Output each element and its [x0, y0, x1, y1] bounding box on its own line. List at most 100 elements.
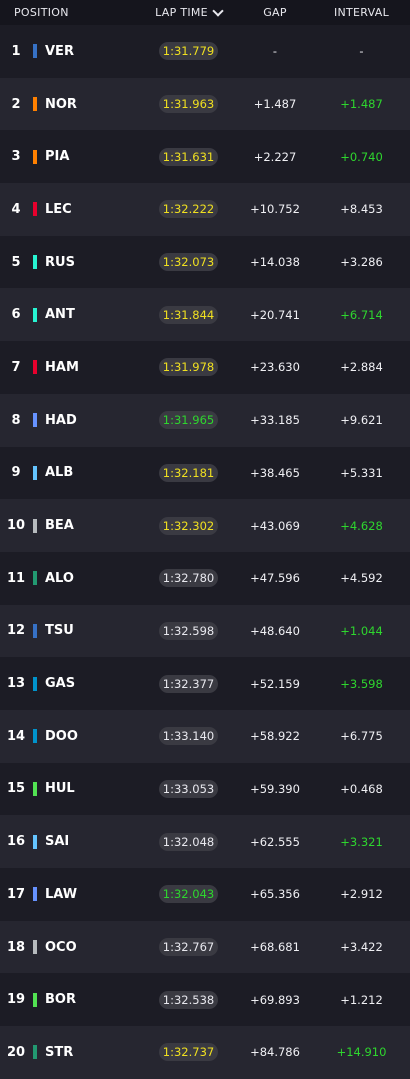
interval-value: -: [359, 44, 364, 59]
interval-value: +3.422: [340, 940, 383, 955]
table-row[interactable]: 9 ALB 1:32.181 +38.465 +5.331: [0, 446, 410, 500]
position-number: 5: [11, 254, 21, 270]
table-row[interactable]: 3 PIA 1:31.631 +2.227 +0.740: [0, 130, 410, 184]
position-number: 16: [6, 834, 26, 850]
table-row[interactable]: 4 LEC 1:32.222 +10.752 +8.453: [0, 183, 410, 236]
gap-value: +65.356: [250, 887, 300, 902]
gap-value: +59.390: [250, 781, 300, 796]
position-number: 3: [11, 149, 21, 165]
gap-value: +52.159: [250, 676, 300, 691]
position-number: 4: [11, 201, 21, 217]
lap-time-pill: 1:31.963: [158, 95, 219, 114]
team-color-bar: [33, 781, 37, 796]
interval-value: +4.628: [340, 518, 383, 533]
team-color-bar: [33, 518, 37, 533]
lap-time-pill: 1:32.377: [158, 674, 219, 693]
position-number: 18: [6, 939, 26, 955]
lap-time-pill: 1:33.140: [158, 727, 219, 746]
table-row[interactable]: 2 NOR 1:31.963 +1.487 +1.487: [0, 77, 410, 131]
table-row[interactable]: 20 STR 1:32.737 +84.786 +14.910: [0, 1026, 410, 1079]
gap-value: -: [272, 44, 278, 59]
table-row[interactable]: 18 OCO 1:32.767 +68.681 +3.422: [0, 920, 410, 974]
table-row[interactable]: 5 RUS 1:32.073 +14.038 +3.286: [0, 235, 410, 289]
lap-time-cell: 1:31.978: [140, 358, 237, 377]
team-color-bar: [33, 44, 37, 59]
driver-code: HUL: [45, 781, 75, 797]
gap-value: +33.185: [250, 413, 300, 428]
gap-value: +48.640: [250, 623, 300, 638]
lap-time-pill: 1:32.302: [158, 516, 219, 535]
lap-time-cell: 1:32.222: [140, 200, 237, 219]
lap-time-pill: 1:31.978: [158, 358, 219, 377]
lap-time-cell: 1:32.538: [140, 990, 237, 1009]
position-number: 2: [11, 96, 21, 112]
position-number: 11: [6, 570, 26, 586]
gap-value: +84.786: [250, 1045, 300, 1060]
table-row[interactable]: 6 ANT 1:31.844 +20.741 +6.714: [0, 288, 410, 342]
position-number: 15: [6, 781, 26, 797]
lap-time-column-header[interactable]: LAP TIME: [140, 4, 237, 19]
driver-code: BOR: [45, 992, 76, 1008]
lap-time-cell: 1:32.302: [140, 516, 237, 535]
standings-list: 1 VER 1:31.779 - - 2 NOR 1:31.963 +1.487 +1.487 3 P…: [0, 25, 410, 1079]
gap-value: +68.681: [250, 940, 300, 955]
interval-value: +5.331: [340, 465, 383, 480]
table-row[interactable]: 12 TSU 1:32.598 +48.640 +1.044: [0, 604, 410, 658]
table-row[interactable]: 8 HAD 1:31.965 +33.185 +9.621: [0, 393, 410, 447]
gap-value: +69.893: [250, 992, 300, 1007]
driver-code: DOO: [45, 728, 78, 744]
lap-time-pill: 1:32.181: [158, 463, 219, 482]
team-color-bar: [33, 360, 37, 375]
gap-value: +62.555: [250, 834, 300, 849]
interval-value: +1.487: [340, 97, 383, 112]
driver-code: GAS: [45, 676, 76, 692]
table-row[interactable]: 1 VER 1:31.779 - -: [0, 25, 410, 78]
lap-time-cell: 1:32.048: [140, 832, 237, 851]
position-number: 9: [11, 465, 21, 481]
lap-time-pill: 1:32.073: [158, 253, 219, 272]
table-row[interactable]: 13 GAS 1:32.377 +52.159 +3.598: [0, 657, 410, 710]
table-row[interactable]: 11 ALO 1:32.780 +47.596 +4.592: [0, 551, 410, 605]
gap-value: +10.752: [250, 202, 300, 217]
table-row[interactable]: 19 BOR 1:32.538 +69.893 +1.212: [0, 973, 410, 1027]
gap-column-header[interactable]: GAP: [263, 6, 287, 19]
position-number: 6: [11, 307, 21, 323]
interval-value: +2.884: [340, 360, 383, 375]
table-row[interactable]: 16 SAI 1:32.048 +62.555 +3.321: [0, 815, 410, 868]
lap-time-cell: 1:31.779: [140, 42, 237, 61]
driver-code: HAD: [45, 412, 77, 428]
position-number: 14: [6, 728, 26, 744]
interval-value: +6.775: [340, 729, 383, 744]
table-row[interactable]: 10 BEA 1:32.302 +43.069 +4.628: [0, 499, 410, 552]
interval-column-header[interactable]: INTERVAL: [333, 6, 390, 19]
table-row[interactable]: 15 HUL 1:33.053 +59.390 +0.468: [0, 762, 410, 816]
team-color-bar: [33, 202, 37, 217]
lap-time-pill: 1:32.222: [158, 200, 219, 219]
lap-time-pill: 1:31.844: [158, 305, 219, 324]
team-color-bar: [33, 149, 37, 164]
position-number: 19: [6, 992, 26, 1008]
lap-time-cell: 1:31.965: [140, 411, 237, 430]
position-column-header[interactable]: POSITION: [14, 6, 69, 19]
gap-value: +1.487: [253, 97, 297, 112]
table-row[interactable]: 7 HAM 1:31.978 +23.630 +2.884: [0, 341, 410, 394]
interval-value: +6.714: [340, 307, 383, 322]
table-row[interactable]: 17 LAW 1:32.043 +65.356 +2.912: [0, 868, 410, 921]
driver-code: ALB: [45, 465, 74, 481]
lap-time-cell: 1:33.053: [140, 779, 237, 798]
driver-code: TSU: [45, 623, 74, 639]
team-color-bar: [33, 307, 37, 322]
driver-code: BEA: [45, 518, 74, 534]
position-number: 1: [11, 43, 21, 59]
driver-code: LEC: [45, 201, 72, 217]
table-row[interactable]: 14 DOO 1:33.140 +58.922 +6.775: [0, 709, 410, 763]
lap-time-cell: 1:32.780: [140, 569, 237, 588]
driver-code: RUS: [45, 254, 75, 270]
gap-value: +14.038: [250, 255, 300, 270]
lap-time-cell: 1:32.073: [140, 253, 237, 272]
lap-time-pill: 1:31.779: [158, 42, 219, 61]
lap-time-cell: 1:32.377: [140, 674, 237, 693]
interval-value: +4.592: [340, 571, 383, 586]
team-color-bar: [33, 97, 37, 112]
interval-value: +0.468: [340, 781, 383, 796]
